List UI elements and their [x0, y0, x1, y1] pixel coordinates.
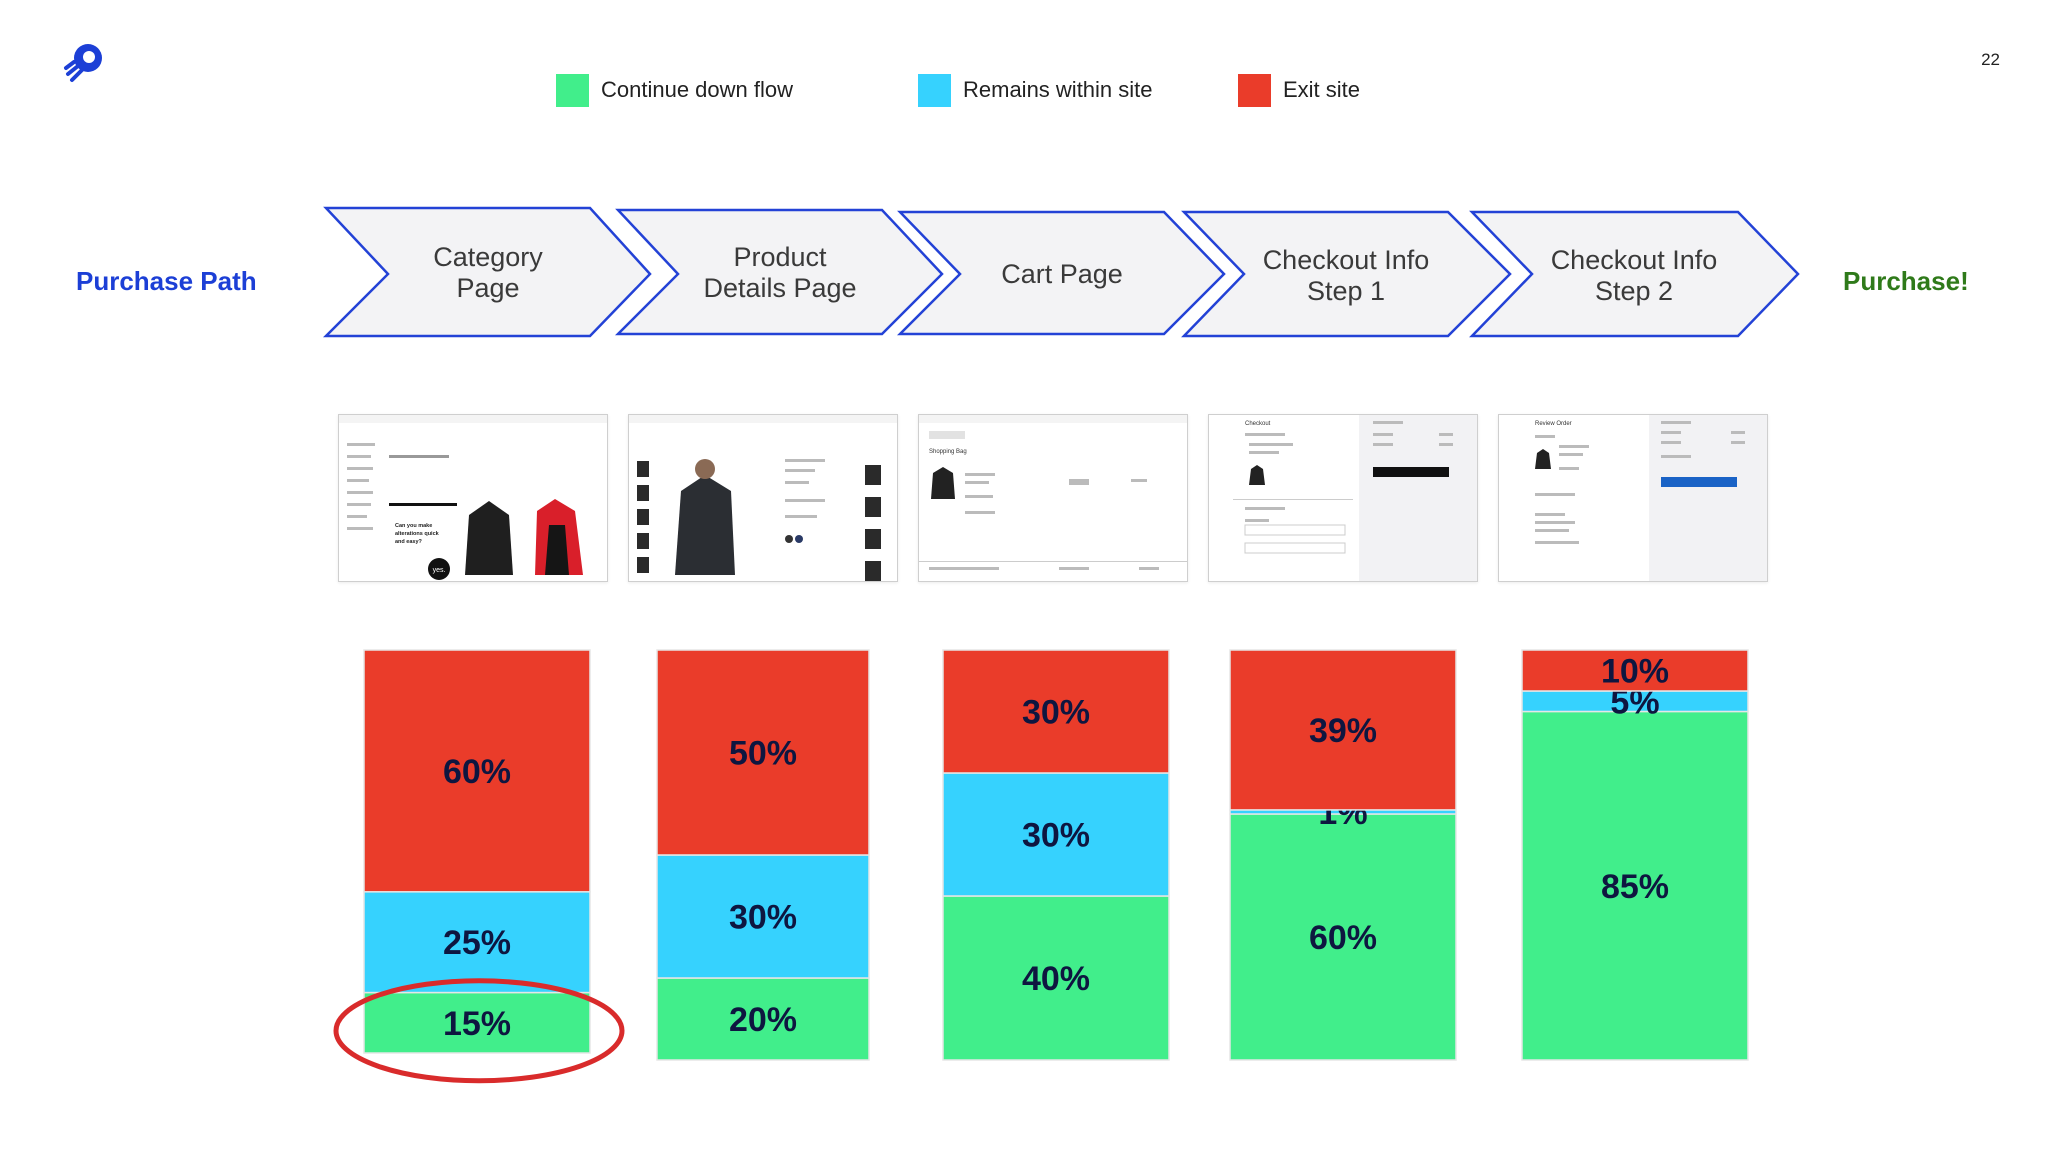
step-label-line2: Step 1: [1306, 276, 1386, 306]
bar-segment-remains-within-site: [363, 891, 591, 994]
bar-segment-remains-within-site: [656, 854, 870, 979]
step-arrow-cart: [896, 210, 1226, 336]
bar-value-label: 60%: [1309, 919, 1377, 957]
bar-value-label: 30%: [1022, 694, 1090, 732]
bar-value-label: 25%: [443, 924, 511, 962]
step-label-line2: Details Page: [703, 273, 857, 303]
bar-value-label: 30%: [1022, 817, 1090, 855]
bar-value-label: 60%: [443, 753, 511, 791]
bar-segment-continue-down-flow: [942, 895, 1170, 1061]
page-number: 22: [1981, 50, 2000, 69]
thumbnail-badge: yes.: [433, 567, 446, 574]
legend-item-exit: Exit site: [1238, 70, 1360, 110]
step-label-cart: Cart Page: [962, 259, 1162, 290]
bar-value-label: 20%: [729, 1001, 797, 1039]
legend-swatch-remains: [918, 73, 951, 107]
rocket-logo-icon: [64, 44, 102, 82]
thumbnail-cart-page: Shopping Bag: [918, 414, 1188, 582]
legend-item-continue: Continue down flow: [556, 70, 793, 110]
step-label-line1: Category: [433, 242, 543, 272]
step-label-line1: Cart Page: [1001, 259, 1123, 289]
bar-segment-continue-down-flow: [1229, 813, 1457, 1061]
thumbnail-category-page: Can you make alterations quick and easy?…: [338, 414, 608, 582]
step-label-line1: Checkout Info: [1550, 245, 1718, 275]
step-label-line1: Product: [733, 242, 827, 272]
thumbnail-product-details-page: [628, 414, 898, 582]
bar-segment-continue-down-flow: [363, 991, 591, 1054]
bar-value-label: 10%: [1601, 653, 1669, 691]
step-label-category: Category Page: [398, 242, 578, 304]
bar-segment-exit-site: [363, 649, 591, 893]
purchase-path-arrows: [322, 206, 1800, 338]
svg-text:alterations quick: alterations quick: [395, 531, 440, 537]
step-label-checkout-2: Checkout Info Step 2: [1534, 245, 1734, 307]
bar-segment-exit-site: [656, 649, 870, 856]
legend-swatch-exit: [1238, 73, 1271, 107]
step-arrow-category: [322, 206, 652, 338]
thumbnail-checkout-step-2: Review Order: [1498, 414, 1768, 582]
thumbnail-small-text: Checkout: [1245, 421, 1271, 427]
legend-label-remains: Remains within site: [963, 77, 1153, 102]
step-label-line2: Page: [456, 273, 520, 303]
step-label-product: Product Details Page: [680, 242, 880, 304]
step-arrow-product: [614, 208, 944, 336]
bar-value-label: 50%: [729, 735, 797, 773]
bar-segment-exit-site: [1229, 649, 1457, 811]
step-label-checkout-1: Checkout Info Step 1: [1246, 245, 1446, 307]
bar-segment-remains-within-site: [942, 772, 1170, 897]
thumbnail-small-text: Shopping Bag: [929, 449, 967, 455]
bar-segment-exit-site: [942, 649, 1170, 774]
step-arrow-checkout-1: [1181, 210, 1512, 338]
bar-value-label: 39%: [1309, 712, 1377, 750]
legend-swatch-continue: [556, 73, 589, 107]
purchase-path-label: Purchase Path: [76, 266, 257, 296]
legend-label-exit: Exit site: [1283, 77, 1361, 102]
legend-item-remains: Remains within site: [918, 70, 1153, 110]
step-label-line1: Checkout Info: [1262, 245, 1430, 275]
bar-value-label: 40%: [1022, 960, 1090, 998]
bar-segment-exit-site: [1521, 649, 1749, 692]
bar-value-label: 15%: [443, 1005, 511, 1043]
legend-label-continue: Continue down flow: [601, 77, 794, 102]
step-arrow-checkout-2: [1469, 210, 1800, 338]
highlight-ellipse: [333, 978, 625, 1084]
thumbnail-small-text: Review Order: [1535, 421, 1572, 427]
thumbnail-small-text: Can you make: [395, 523, 432, 529]
purchase-label: Purchase!: [1843, 266, 1969, 296]
bar-value-label: 30%: [729, 899, 797, 937]
bar-value-label: 85%: [1601, 868, 1669, 906]
thumbnail-checkout-step-1: Checkout: [1208, 414, 1478, 582]
step-label-line2: Step 2: [1594, 276, 1674, 306]
svg-text:and easy?: and easy?: [395, 539, 423, 545]
